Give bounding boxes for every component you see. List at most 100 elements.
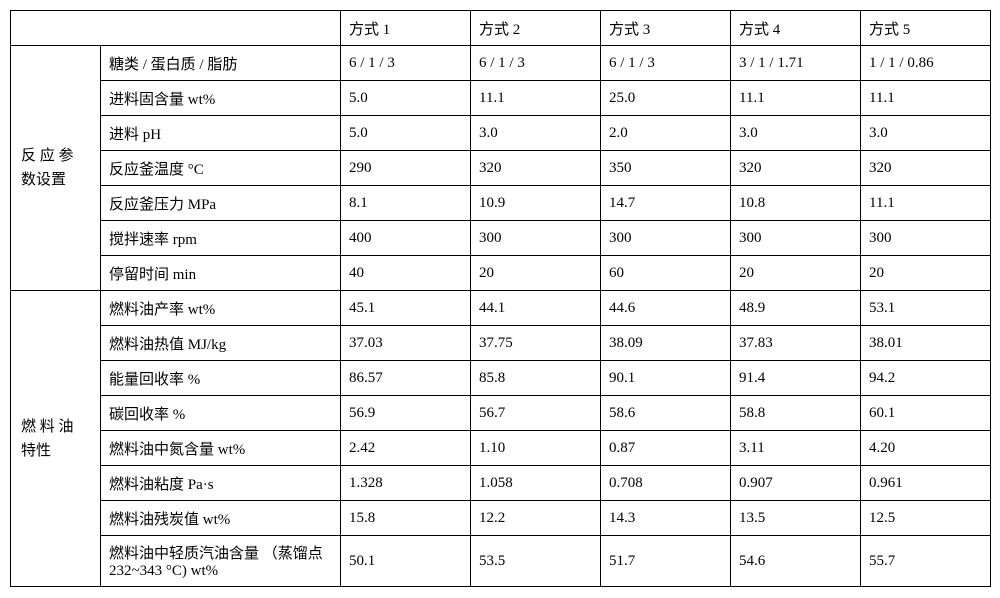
- cell: 86.57: [341, 361, 471, 396]
- cell: 58.6: [601, 396, 731, 431]
- table-row: 反应釜温度 °C 290 320 350 320 320: [11, 151, 991, 186]
- param-label: 反应釜温度 °C: [101, 151, 341, 186]
- cell: 13.5: [731, 501, 861, 536]
- cell: 0.87: [601, 431, 731, 466]
- param-label: 燃料油产率 wt%: [101, 291, 341, 326]
- param-label: 搅拌速率 rpm: [101, 221, 341, 256]
- row-group-fuel-oil-properties: 燃 料 油 特性: [11, 291, 101, 587]
- cell: 12.2: [471, 501, 601, 536]
- table-row: 碳回收率 % 56.9 56.7 58.6 58.8 60.1: [11, 396, 991, 431]
- cell: 0.907: [731, 466, 861, 501]
- cell: 12.5: [861, 501, 991, 536]
- cell: 3.0: [861, 116, 991, 151]
- cell: 300: [471, 221, 601, 256]
- cell: 91.4: [731, 361, 861, 396]
- cell: 11.1: [731, 81, 861, 116]
- cell: 11.1: [471, 81, 601, 116]
- cell: 20: [861, 256, 991, 291]
- cell: 300: [861, 221, 991, 256]
- cell: 53.5: [471, 536, 601, 587]
- cell: 8.1: [341, 186, 471, 221]
- cell: 55.7: [861, 536, 991, 587]
- table-row: 燃料油中氮含量 wt% 2.42 1.10 0.87 3.11 4.20: [11, 431, 991, 466]
- cell: 6 / 1 / 3: [341, 46, 471, 81]
- param-label: 燃料油粘度 Pa·s: [101, 466, 341, 501]
- cell: 14.3: [601, 501, 731, 536]
- param-label: 进料 pH: [101, 116, 341, 151]
- param-label: 燃料油热值 MJ/kg: [101, 326, 341, 361]
- cell: 51.7: [601, 536, 731, 587]
- row-group-reaction-params: 反 应 参 数设置: [11, 46, 101, 291]
- param-label: 燃料油中轻质汽油含量 （蒸馏点 232~343 °C) wt%: [101, 536, 341, 587]
- header-blank: [11, 11, 341, 46]
- cell: 1 / 1 / 0.86: [861, 46, 991, 81]
- table-row: 燃料油残炭值 wt% 15.8 12.2 14.3 13.5 12.5: [11, 501, 991, 536]
- cell: 90.1: [601, 361, 731, 396]
- cell: 6 / 1 / 3: [601, 46, 731, 81]
- table-row: 能量回收率 % 86.57 85.8 90.1 91.4 94.2: [11, 361, 991, 396]
- table-row: 进料固含量 wt% 5.0 11.1 25.0 11.1 11.1: [11, 81, 991, 116]
- table-row: 反 应 参 数设置 糖类 / 蛋白质 / 脂肪 6 / 1 / 3 6 / 1 …: [11, 46, 991, 81]
- table-row: 搅拌速率 rpm 400 300 300 300 300: [11, 221, 991, 256]
- cell: 2.0: [601, 116, 731, 151]
- cell: 4.20: [861, 431, 991, 466]
- cell: 85.8: [471, 361, 601, 396]
- header-col-2: 方式 2: [471, 11, 601, 46]
- cell: 350: [601, 151, 731, 186]
- cell: 60.1: [861, 396, 991, 431]
- cell: 320: [731, 151, 861, 186]
- table-row: 燃料油热值 MJ/kg 37.03 37.75 38.09 37.83 38.0…: [11, 326, 991, 361]
- cell: 6 / 1 / 3: [471, 46, 601, 81]
- cell: 400: [341, 221, 471, 256]
- cell: 58.8: [731, 396, 861, 431]
- table-row: 燃 料 油 特性 燃料油产率 wt% 45.1 44.1 44.6 48.9 5…: [11, 291, 991, 326]
- cell: 300: [731, 221, 861, 256]
- cell: 25.0: [601, 81, 731, 116]
- cell: 0.708: [601, 466, 731, 501]
- table-row: 停留时间 min 40 20 60 20 20: [11, 256, 991, 291]
- cell: 44.6: [601, 291, 731, 326]
- cell: 15.8: [341, 501, 471, 536]
- param-label: 碳回收率 %: [101, 396, 341, 431]
- param-label: 能量回收率 %: [101, 361, 341, 396]
- cell: 0.961: [861, 466, 991, 501]
- header-col-4: 方式 4: [731, 11, 861, 46]
- cell: 50.1: [341, 536, 471, 587]
- cell: 300: [601, 221, 731, 256]
- cell: 1.058: [471, 466, 601, 501]
- param-label: 糖类 / 蛋白质 / 脂肪: [101, 46, 341, 81]
- cell: 20: [731, 256, 861, 291]
- cell: 20: [471, 256, 601, 291]
- cell: 320: [861, 151, 991, 186]
- cell: 10.9: [471, 186, 601, 221]
- cell: 56.9: [341, 396, 471, 431]
- cell: 37.83: [731, 326, 861, 361]
- cell: 10.8: [731, 186, 861, 221]
- cell: 60: [601, 256, 731, 291]
- cell: 320: [471, 151, 601, 186]
- cell: 3 / 1 / 1.71: [731, 46, 861, 81]
- table-row: 燃料油粘度 Pa·s 1.328 1.058 0.708 0.907 0.961: [11, 466, 991, 501]
- header-col-3: 方式 3: [601, 11, 731, 46]
- cell: 53.1: [861, 291, 991, 326]
- param-label: 反应釜压力 MPa: [101, 186, 341, 221]
- cell: 11.1: [861, 186, 991, 221]
- header-col-5: 方式 5: [861, 11, 991, 46]
- cell: 38.09: [601, 326, 731, 361]
- cell: 14.7: [601, 186, 731, 221]
- table-row: 反应釜压力 MPa 8.1 10.9 14.7 10.8 11.1: [11, 186, 991, 221]
- cell: 3.0: [471, 116, 601, 151]
- cell: 2.42: [341, 431, 471, 466]
- param-label: 燃料油残炭值 wt%: [101, 501, 341, 536]
- cell: 37.03: [341, 326, 471, 361]
- cell: 11.1: [861, 81, 991, 116]
- table-row: 进料 pH 5.0 3.0 2.0 3.0 3.0: [11, 116, 991, 151]
- cell: 290: [341, 151, 471, 186]
- table-row: 燃料油中轻质汽油含量 （蒸馏点 232~343 °C) wt% 50.1 53.…: [11, 536, 991, 587]
- header-col-1: 方式 1: [341, 11, 471, 46]
- param-label: 停留时间 min: [101, 256, 341, 291]
- cell: 5.0: [341, 116, 471, 151]
- data-table: 方式 1 方式 2 方式 3 方式 4 方式 5 反 应 参 数设置 糖类 / …: [10, 10, 991, 587]
- param-label: 燃料油中氮含量 wt%: [101, 431, 341, 466]
- cell: 40: [341, 256, 471, 291]
